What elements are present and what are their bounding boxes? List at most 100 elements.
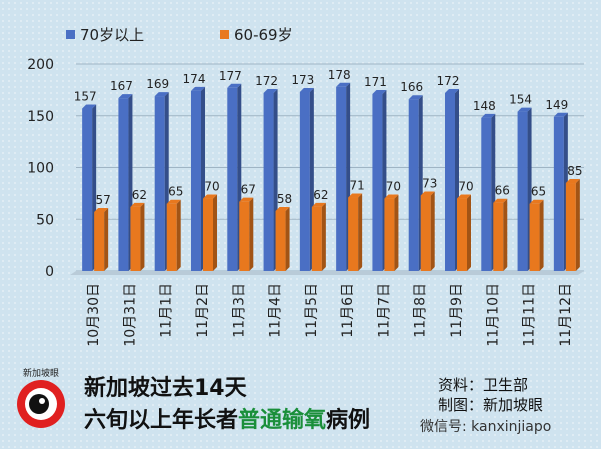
bar-70-plus [372,94,383,271]
data-label: 65 [168,185,183,199]
x-tick-label: 11月1日 [159,283,175,338]
bar-top [457,194,471,199]
legend-swatch-60-69 [220,30,229,39]
data-label: 57 [96,193,111,207]
data-label: 148 [473,99,496,113]
bar-70-plus [227,87,238,272]
chart-axes: 0 50 100 150 200 10月30日 10月31日 11月1日 11月2日 11月3日 1… [27,57,584,347]
x-tick-label: 11月5日 [304,283,320,338]
bar-top [94,208,109,213]
bar-top [166,199,181,204]
bar-60-69 [348,197,359,271]
chart-legend: 70岁以上 60-69岁 [66,26,293,44]
data-label: 149 [545,98,568,112]
bar-top [565,179,580,184]
bar-top [227,83,242,88]
bar-60-69 [420,195,431,271]
bar-top [239,197,254,202]
bar-top [311,202,326,207]
bar-side [321,202,326,271]
bar-60-69 [493,202,504,271]
bar-chart: 70岁以上 60-69岁 0 50 100 150 200 10月30日 10月31日 11月1… [27,26,584,347]
data-label: 85 [567,164,582,178]
bar-side [358,193,363,271]
bar-60-69 [275,210,286,271]
bar-70-plus [481,117,492,271]
bar-top [384,194,399,199]
bar-side [176,199,181,271]
data-label: 70 [386,180,401,194]
data-label: 73 [422,176,437,190]
data-label: 167 [110,79,133,93]
source-line: 资料：卫生部 [438,374,528,395]
x-tick-label: 11月7日 [376,283,392,338]
bar-70-plus [336,86,347,272]
bar-top [445,88,459,93]
bar-top [191,86,205,91]
x-tick-label: 10月31日 [122,283,138,347]
title-suffix: 病例 [326,408,371,433]
title-prefix: 六旬以上年长者 [84,408,239,433]
source-value: 卫生部 [483,376,529,394]
bar-70-plus [82,108,93,271]
bar-70-plus [445,92,455,271]
bar-70-plus [118,98,129,271]
bar-side [467,194,471,271]
bar-top [275,206,290,211]
bar-top [553,112,568,117]
bar-top [203,194,217,199]
x-tick-label: 11月4日 [268,283,284,338]
bar-side [213,194,217,271]
logo-text: 新加坡眼 [23,367,59,379]
data-label: 67 [241,183,256,197]
x-tick-label: 11月11日 [522,283,538,347]
bar-top [263,88,278,93]
data-label: 70 [458,180,473,194]
footer-title-line1: 新加坡过去14天 [84,376,247,401]
bar-top [420,191,435,196]
bar-top [82,104,97,109]
bar-top [529,199,544,204]
bar-70-plus [263,92,274,271]
bar-side [140,202,145,271]
data-label: 173 [291,73,314,87]
bar-top [481,113,496,118]
wechat-text: 微信号: kanxinjiapo [420,419,552,435]
bar-60-69 [384,198,395,271]
data-label: 178 [328,68,351,82]
bar-side [503,198,508,271]
maker-value: 新加坡眼 [483,396,544,414]
bar-side [575,179,580,271]
wechat-id: 微信号: kanxinjiapo [420,416,551,436]
data-label: 65 [531,185,546,199]
data-label: 172 [437,74,460,88]
x-tick-label: 11月8日 [413,283,429,338]
x-tick-label: 11月9日 [449,283,465,338]
y-tick-label: 150 [27,109,54,125]
legend-label: 60-69岁 [234,26,293,44]
bar-top [408,95,423,100]
data-label: 154 [509,93,532,107]
x-tick-label: 11月3日 [231,283,247,338]
bar-top [299,87,314,92]
logo-icon: 新加坡眼 [17,367,65,428]
bar-top [154,92,169,97]
maker-label: 制图： [438,396,484,414]
chart-bars: 157 57 167 62 169 65 174 70 177 67 172 58 173 62 178 71… [74,68,582,272]
bar-60-69 [94,212,105,271]
bar-70-plus [517,111,528,271]
bar-70-plus [154,96,165,272]
y-tick-label: 100 [27,161,54,177]
y-tick-label: 200 [27,57,54,73]
data-label: 171 [364,75,387,89]
y-tick-label: 50 [36,212,54,228]
x-tick-label: 11月6日 [340,283,356,338]
y-tick-label: 0 [45,264,54,280]
x-tick-label: 11月10日 [485,283,501,347]
bar-top [130,202,145,207]
bar-60-69 [239,201,250,271]
x-tick-label: 10月30日 [86,283,102,347]
bar-top [517,107,532,112]
footer-title-line2: 六旬以上年长者普通输氧病例 [84,402,370,434]
data-label: 157 [74,90,97,104]
